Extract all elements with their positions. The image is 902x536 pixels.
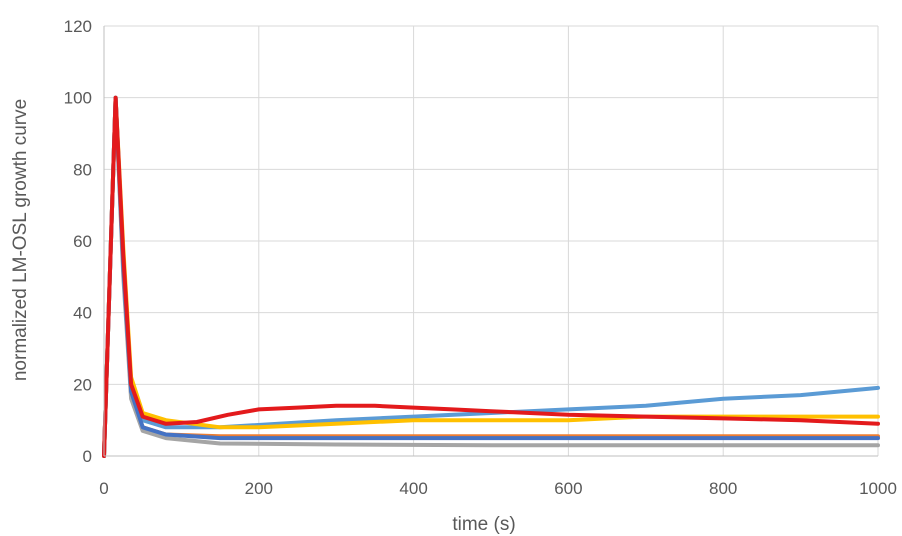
x-tick-label: 1000 (859, 479, 897, 498)
tick-labels: 0 20 40 60 80 100 120 0 200 400 600 800 1000 (64, 17, 897, 498)
axes-group (103, 26, 878, 457)
series-line-5 (102, 95, 880, 458)
y-tick-label: 0 (83, 447, 92, 466)
y-tick-label: 80 (73, 160, 92, 179)
y-tick-label: 60 (73, 232, 92, 251)
x-tick-label: 800 (709, 479, 737, 498)
x-tick-label: 200 (245, 479, 273, 498)
series-group (102, 95, 880, 458)
grid-lines (103, 25, 879, 457)
x-tick-label: 0 (99, 479, 108, 498)
x-axis-label: time (s) (452, 514, 515, 535)
series-line-3 (102, 95, 880, 458)
y-axis-label: normalized LM-OSL growth curve (10, 99, 31, 381)
y-tick-label: 120 (64, 17, 92, 36)
x-tick-label: 400 (399, 479, 427, 498)
y-tick-label: 100 (64, 89, 92, 108)
y-tick-label: 20 (73, 375, 92, 394)
series-line-2 (102, 95, 880, 458)
x-tick-label: 600 (554, 479, 582, 498)
series-line-1 (102, 95, 880, 458)
y-tick-label: 40 (73, 304, 92, 323)
series-line-6 (102, 95, 880, 458)
series-line-4 (102, 95, 880, 458)
